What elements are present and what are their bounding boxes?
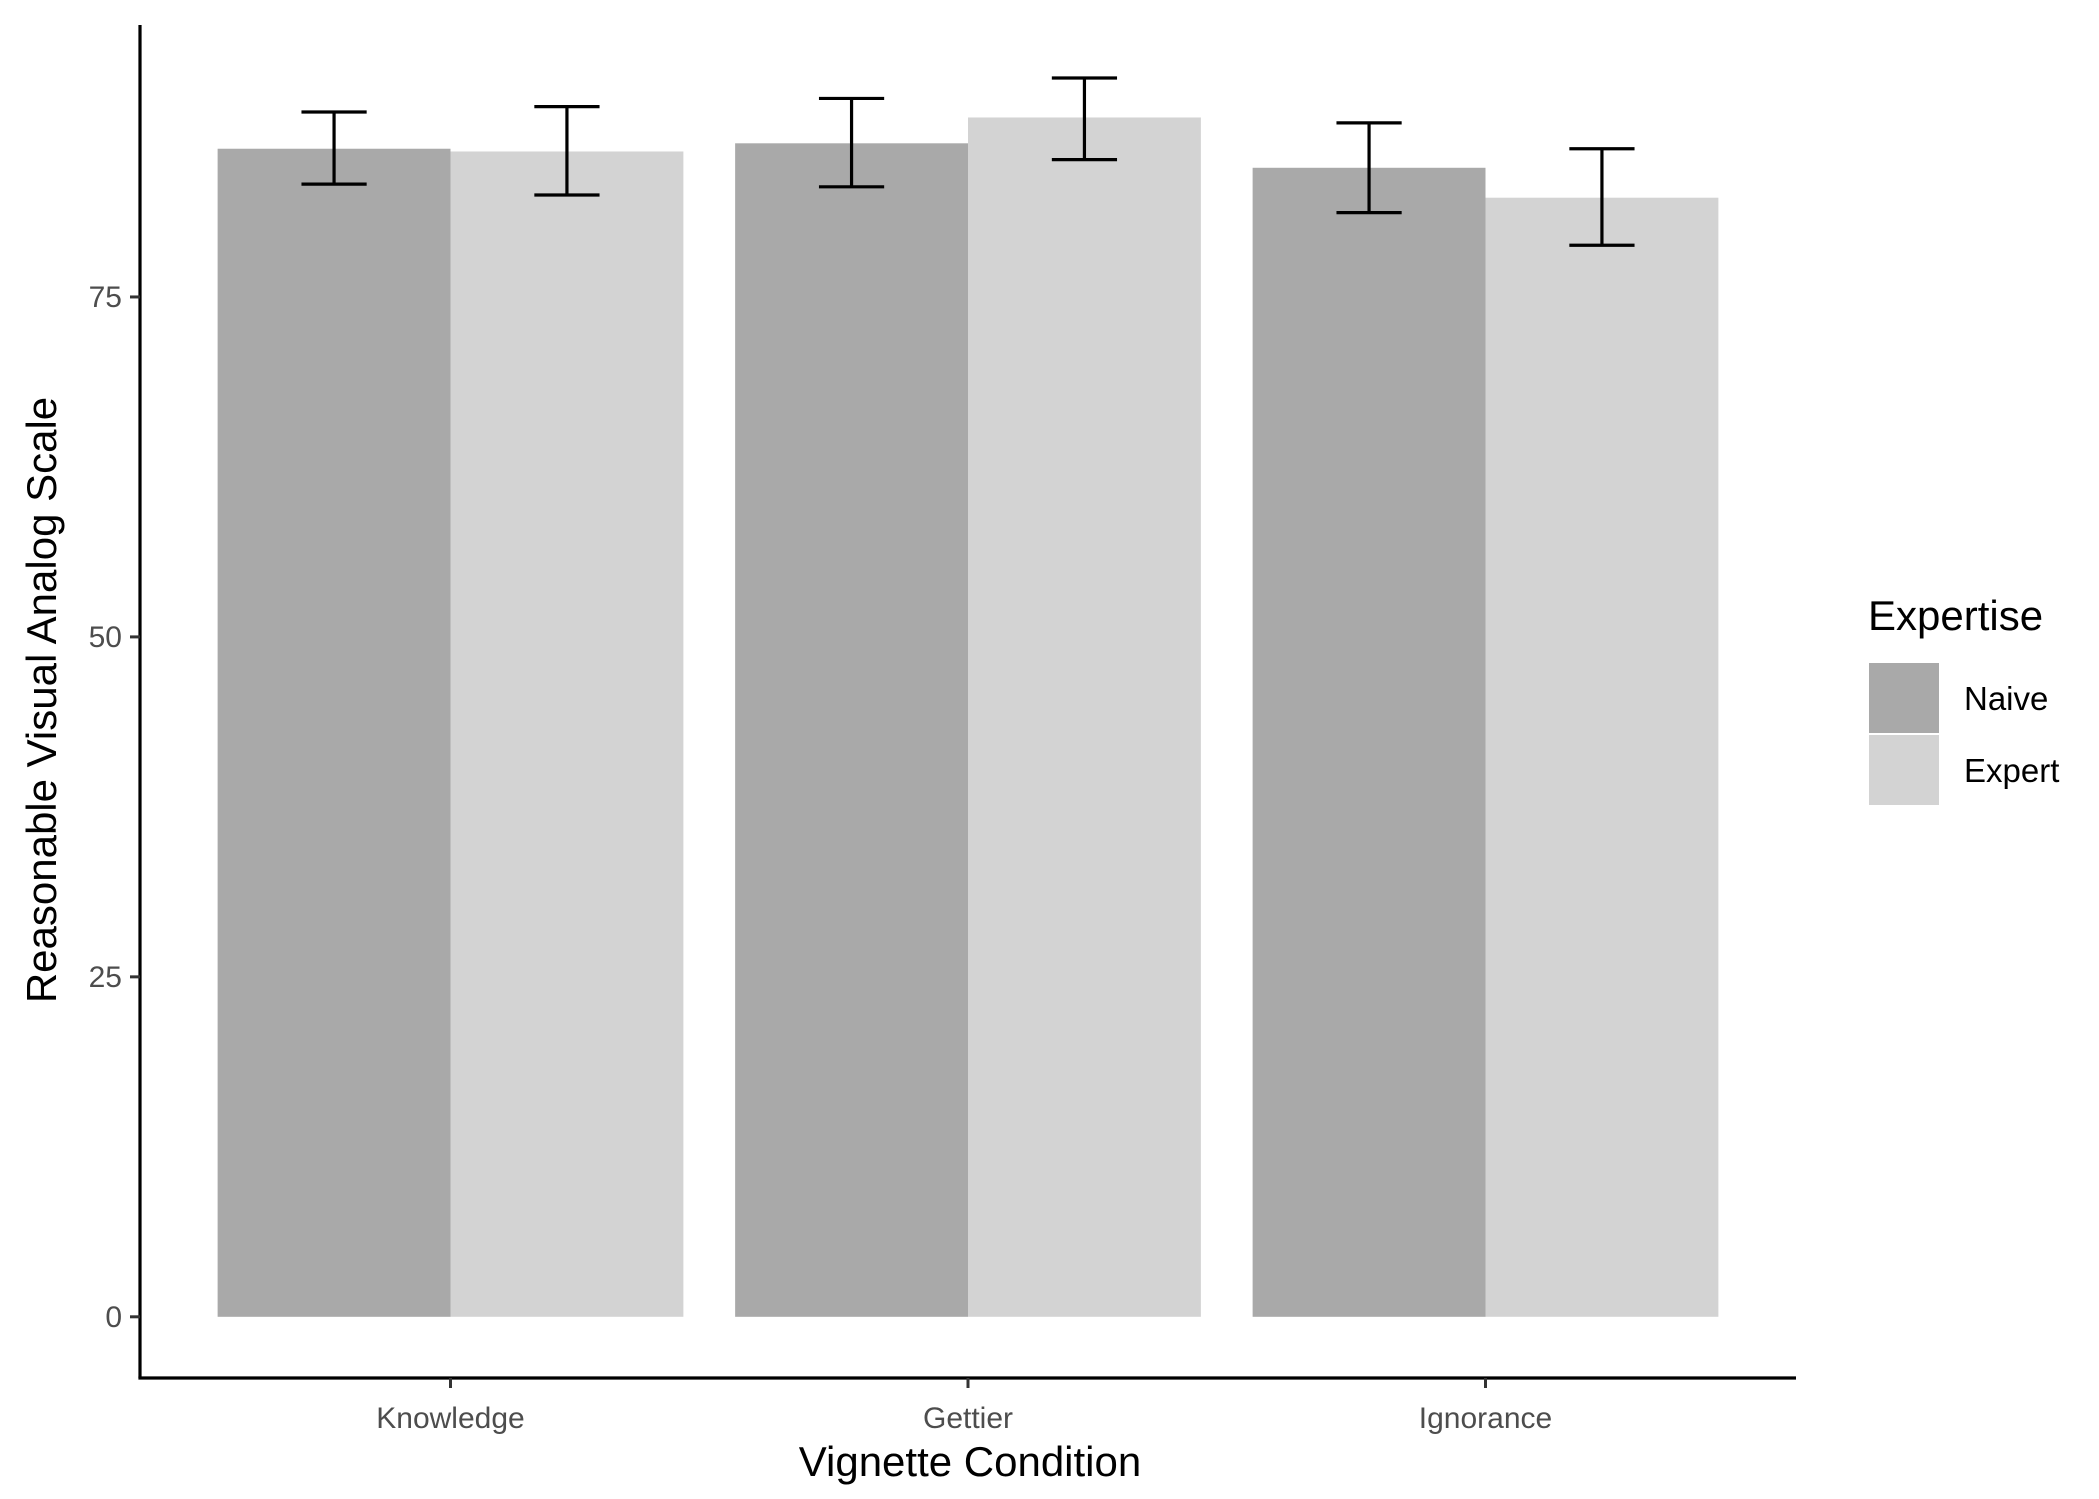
x-tick-label-gettier: Gettier bbox=[923, 1402, 1013, 1435]
errorbar-knowledge-naive bbox=[301, 110, 367, 186]
errorbar-gettier-expert bbox=[1051, 76, 1118, 162]
bar-ignorance-expert bbox=[1485, 197, 1719, 1317]
error-bars-layer bbox=[301, 76, 1635, 247]
errorbar-gettier-naive bbox=[818, 96, 885, 189]
bar-gettier-expert bbox=[968, 117, 1201, 1317]
legend-label-expert: Expert bbox=[1964, 752, 2059, 789]
y-tick-label-25: 25 bbox=[89, 961, 122, 994]
y-tick-label-0: 0 bbox=[105, 1301, 122, 1334]
legend-key-expert bbox=[1867, 733, 1941, 807]
bar-ignorance-naive bbox=[1252, 167, 1486, 1317]
legend-key-naive bbox=[1867, 661, 1941, 735]
x-tick-label-knowledge: Knowledge bbox=[376, 1402, 524, 1435]
legend-label-naive: Naive bbox=[1964, 680, 2048, 717]
bars-layer bbox=[217, 117, 1719, 1317]
legend-title: Expertise bbox=[1868, 592, 2043, 639]
bar-knowledge-expert bbox=[450, 151, 684, 1317]
legend: Expertise Naive Expert bbox=[1867, 592, 2059, 807]
errorbar-ignorance-naive bbox=[1336, 121, 1402, 215]
errorbar-knowledge-expert bbox=[534, 104, 600, 197]
y-tick-label-75: 75 bbox=[89, 281, 122, 314]
errorbar-ignorance-expert bbox=[1569, 147, 1635, 247]
bar-gettier-naive bbox=[735, 143, 968, 1317]
axes-layer: 0 25 50 75 Knowledge Gettier Ignorance bbox=[89, 25, 1796, 1435]
x-tick-label-ignorance: Ignorance bbox=[1419, 1402, 1552, 1435]
y-axis-title: Reasonable Visual Analog Scale bbox=[18, 397, 65, 1003]
bar-knowledge-naive bbox=[217, 148, 451, 1317]
y-tick-label-50: 50 bbox=[89, 621, 122, 654]
x-axis-title: Vignette Condition bbox=[799, 1438, 1141, 1485]
